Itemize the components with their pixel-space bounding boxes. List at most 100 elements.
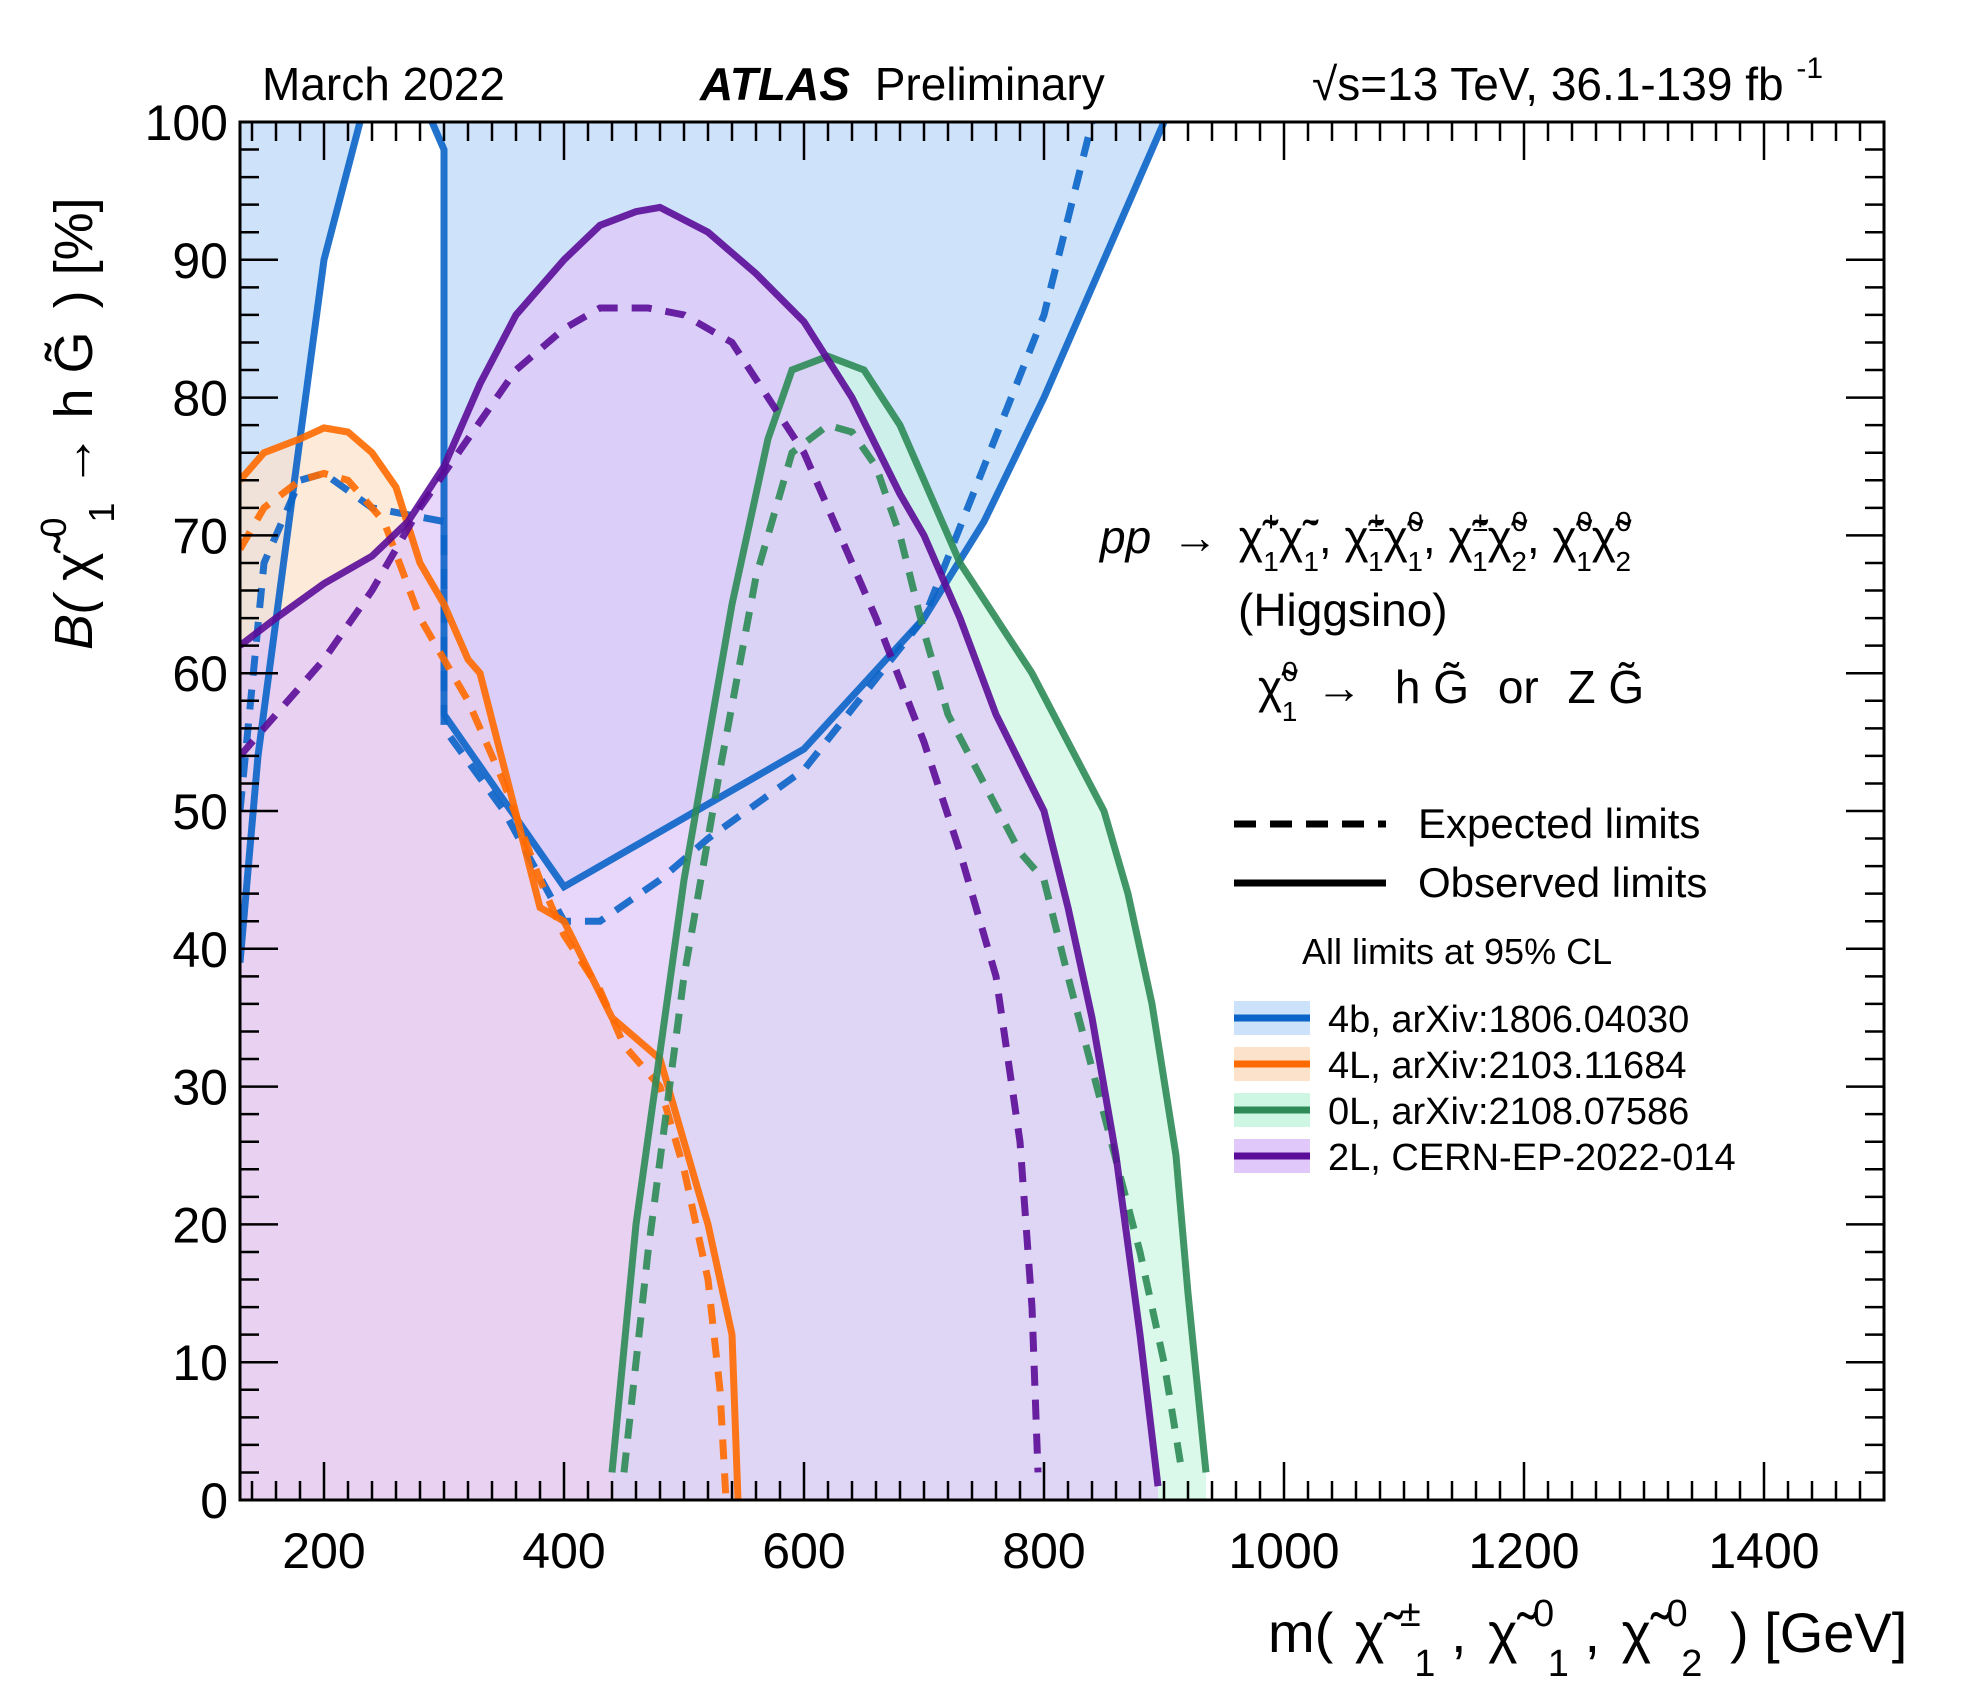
x-axis-sep-1: , — [1451, 1601, 1467, 1664]
x-axis-sep-2: , — [1584, 1601, 1600, 1664]
cl-note: All limits at 95% CL — [1302, 931, 1612, 972]
y-axis-sup: 0 — [33, 518, 74, 538]
header-atlas: ATLAS — [699, 58, 850, 110]
process-label: pp → χ̃+ 1χ̃− 1, χ̃± 1χ̃0 1, χ̃± 1χ̃0 2, χ̃0 1χ… — [1098, 506, 1632, 577]
series-3-expected-line — [620, 421, 1186, 1473]
x-axis-sup-pm: ± — [1400, 1593, 1421, 1635]
pair-1-a-sup: + — [1263, 506, 1279, 537]
legend-label-1: 4b, arXiv:1806.04030 — [1328, 999, 1689, 1041]
legend-expected-label: Expected limits — [1418, 800, 1700, 847]
decay-or: or — [1498, 661, 1539, 713]
pair-4-b-sub: 2 — [1616, 546, 1632, 577]
legend-label-2: 4L, arXiv:2103.11684 — [1328, 1045, 1686, 1087]
y-axis-arrow: → h — [44, 388, 104, 487]
x-axis-chi-2: χ̃ — [1488, 1601, 1536, 1664]
pair-2-a-sub: 1 — [1368, 546, 1384, 577]
pair-sep-3: , — [1527, 511, 1553, 563]
legend-label-3: 0L, arXiv:2108.07586 — [1328, 1091, 1689, 1133]
series-1-observed-line-2 — [428, 122, 1168, 892]
exclusion-fill-layer — [240, 122, 1206, 1500]
decay-sub: 1 — [1282, 696, 1298, 727]
pair-2-b-sub: 1 — [1407, 546, 1423, 577]
decay-h: h — [1395, 661, 1421, 713]
x-axis-chi-3: χ̃ — [1622, 1601, 1670, 1664]
y-tick-label: 10 — [172, 1335, 228, 1391]
x-axis-sup-0b: 0 — [1667, 1593, 1688, 1635]
decay-g1: G̃ — [1433, 661, 1469, 713]
pair-sep-1: , — [1319, 511, 1345, 563]
limit-curve-layer — [240, 122, 1210, 1500]
y-tick-label: 40 — [172, 922, 228, 978]
y-tick-label: 0 — [200, 1473, 228, 1529]
pair-1-b-sub: 1 — [1303, 546, 1319, 577]
y-axis-sub: 1 — [81, 503, 122, 523]
pair-2-a-sup: ± — [1369, 506, 1384, 537]
y-tick-label: 50 — [172, 784, 228, 840]
x-tick-label: 1000 — [1228, 1523, 1339, 1579]
header-experiment: ATLAS Preliminary — [699, 58, 1105, 110]
header-date: March 2022 — [262, 58, 505, 110]
y-axis-suffix: ) [%] — [44, 197, 104, 308]
decay-label: χ̃0 1 → h G̃ or Z G̃ — [1258, 656, 1644, 731]
series-4-observed-line — [240, 203, 1162, 1487]
series-3-observed-line — [608, 352, 1210, 1473]
process-pp: pp — [1098, 511, 1151, 563]
y-tick-label: 20 — [172, 1197, 228, 1253]
legend-label-4: 2L, CERN-EP-2022-014 — [1328, 1137, 1736, 1179]
x-axis-prefix: m( — [1268, 1601, 1334, 1664]
y-tick-label: 60 — [172, 646, 228, 702]
x-tick-label: 1400 — [1708, 1523, 1819, 1579]
y-tick-label: 70 — [172, 508, 228, 564]
header-energy-superscript: -1 — [1796, 52, 1823, 85]
pair-4-a-sub: 1 — [1576, 546, 1592, 577]
y-tick-label: 80 — [172, 371, 228, 427]
series-4-fill — [240, 207, 1158, 1500]
x-axis-sub-2: 2 — [1681, 1643, 1702, 1685]
pair-sep-2: , — [1423, 511, 1449, 563]
header-energy-text: √s=13 TeV, 36.1-139 fb — [1312, 58, 1784, 110]
x-axis-title: m( χ̃ ± 1 , χ̃ 0 1 , χ̃ 0 2 ) [GeV] — [1268, 1575, 1907, 1688]
x-tick-label: 800 — [1002, 1523, 1085, 1579]
x-tick-label: 1200 — [1468, 1523, 1579, 1579]
header-energy: √s=13 TeV, 36.1-139 fb -1 — [1312, 52, 1823, 110]
pair-1-b-sup: − — [1303, 506, 1319, 537]
higgsino-label: (Higgsino) — [1238, 584, 1448, 636]
y-tick-label: 100 — [145, 95, 228, 151]
plot-frame — [238, 120, 1886, 1502]
axis-ticks — [240, 120, 1884, 1502]
x-axis-sup-0a: 0 — [1533, 1593, 1554, 1635]
series-1-fill-a — [240, 122, 360, 963]
process-arrow: → — [1172, 511, 1218, 563]
x-axis-chi-1: χ̃ — [1355, 1601, 1403, 1664]
x-axis-sub-1b: 1 — [1548, 1643, 1569, 1685]
decay-g2: G̃ — [1608, 661, 1644, 713]
legend-observed-label: Observed limits — [1418, 859, 1707, 906]
series-4-expected-line — [240, 304, 1042, 1473]
pair-1-a-sub: 1 — [1263, 546, 1279, 577]
decay-z: Z — [1568, 661, 1596, 713]
tick-labels: 200 400 600 800 1000 1200 14000102030405060708… — [145, 95, 1820, 1579]
x-axis-sub-1: 1 — [1414, 1643, 1435, 1685]
pair-3-a-sup: ± — [1473, 506, 1488, 537]
y-tick-label: 90 — [172, 233, 228, 289]
pair-3-b-sup: 0 — [1512, 506, 1528, 537]
pair-3-b-sub: 2 — [1511, 546, 1527, 577]
x-tick-label: 600 — [762, 1523, 845, 1579]
decay-arrow: → — [1316, 661, 1362, 713]
pair-4-a-sup: 0 — [1577, 506, 1593, 537]
x-tick-label: 200 — [282, 1523, 365, 1579]
pair-2-b-sup: 0 — [1408, 506, 1424, 537]
x-tick-label: 400 — [522, 1523, 605, 1579]
y-tick-label: 30 — [172, 1060, 228, 1116]
header-status: Preliminary — [875, 58, 1105, 110]
series-2-expected-line — [240, 469, 730, 1500]
y-axis-prefix: B( — [44, 591, 104, 650]
svg-text:B( χ̃ 0 1: B( χ̃ 0 1 → h G̃ ) [%] — [18, 197, 126, 650]
y-axis-g: G̃ — [44, 331, 104, 373]
y-axis-title: B( χ̃ 0 1 → h G̃ ) [%] — [18, 197, 126, 650]
pair-4-b-sup: 0 — [1616, 506, 1632, 537]
x-axis-suffix: ) [GeV] — [1730, 1601, 1907, 1664]
pair-3-a-sub: 1 — [1472, 546, 1488, 577]
